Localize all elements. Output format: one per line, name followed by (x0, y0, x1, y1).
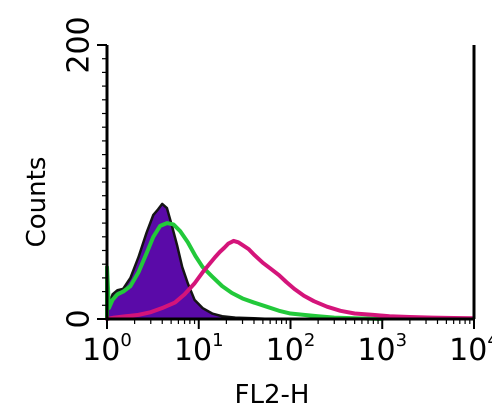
x-tick-label: 101 (174, 330, 224, 368)
y-tick-label: 200 (62, 16, 97, 73)
plot-layer (105, 202, 474, 321)
x-tick-label-base: 10 (449, 333, 487, 368)
x-tick-label-exponent: 0 (120, 330, 131, 351)
x-tick-label-base: 10 (266, 333, 304, 368)
x-tick-label-exponent: 4 (487, 330, 492, 351)
y-tick-label: 0 (62, 309, 97, 328)
x-tick-label: 102 (266, 330, 316, 368)
x-tick-label-base: 10 (357, 333, 395, 368)
x-tick-label: 104 (449, 330, 492, 368)
x-tick-label: 100 (82, 330, 132, 368)
x-axis-label: FL2-H (235, 380, 310, 410)
axis-layer: 1001011021031040200 (62, 16, 492, 368)
x-tick-label-base: 10 (174, 333, 212, 368)
x-tick-label-exponent: 3 (396, 330, 407, 351)
x-tick-label: 103 (357, 330, 407, 368)
x-tick-label-exponent: 2 (304, 330, 315, 351)
x-tick-label-base: 10 (82, 333, 120, 368)
histogram-line-series-1 (105, 221, 385, 321)
y-axis-label: Counts (22, 157, 52, 248)
x-tick-label-exponent: 1 (212, 330, 223, 351)
histogram-line-series-2 (105, 238, 474, 321)
histogram-filled-series-0 (105, 202, 272, 321)
